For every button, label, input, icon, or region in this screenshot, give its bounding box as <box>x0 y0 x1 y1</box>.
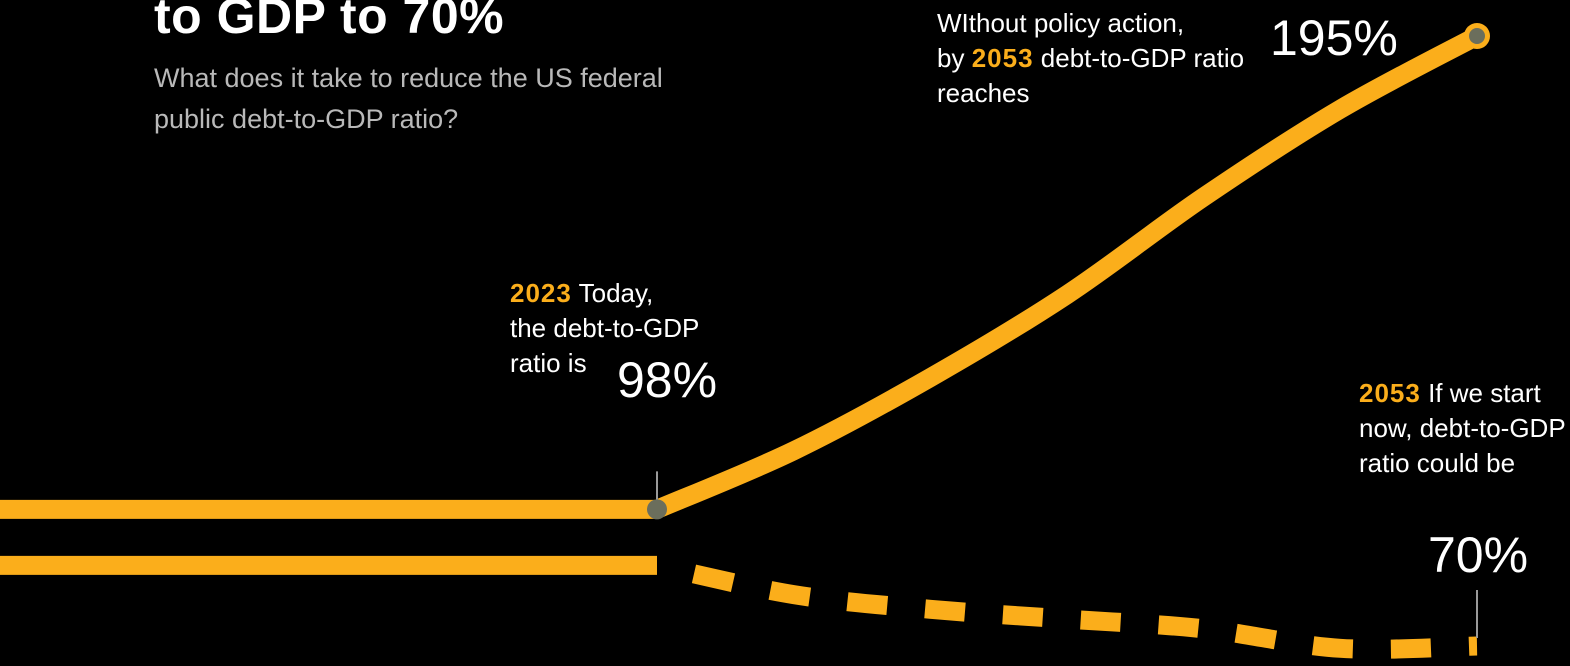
series-line-no-action <box>647 26 1487 519</box>
annotation-today: 2023 Today, the debt-to-GDP ratio is <box>510 276 790 381</box>
annotation-today-value: 98% <box>617 352 718 408</box>
marker-layer <box>647 23 1490 638</box>
annotation-today-text2: the debt-to-GDP <box>510 313 700 343</box>
marker-today <box>647 499 667 520</box>
annotation-no-action-year: 2053 <box>971 43 1034 73</box>
annotation-no-action-suffix: debt-to-GDP ratio reaches <box>937 43 1245 108</box>
history-lines <box>0 499 657 575</box>
series-line-with-action <box>655 556 1478 659</box>
marker-no-action <box>1469 28 1485 44</box>
series-layer <box>647 26 1487 659</box>
annotation-with-action-year: 2053 <box>1359 378 1421 408</box>
annotation-no-action-prefix: WIthout policy action, <box>937 8 1185 38</box>
annotation-with-action-value: 70% <box>1428 527 1529 583</box>
page-subtitle: What does it take to reduce the US feder… <box>154 63 663 134</box>
annotation-no-action-by: by <box>937 43 965 73</box>
page-title: to GDP to 70% <box>154 0 505 44</box>
annotation-no-action: WIthout policy action, by 2053 debt-to-G… <box>937 6 1277 111</box>
annotation-today-text3: ratio is <box>510 348 587 378</box>
annotation-with-action-text: If we start now, debt-to-GDP ratio could… <box>1359 378 1566 478</box>
annotation-with-action: 2053 If we start now, debt-to-GDP ratio … <box>1359 376 1569 481</box>
annotation-no-action-value: 195% <box>1270 10 1398 66</box>
annotation-today-text1: Today, <box>578 278 654 308</box>
annotation-today-year: 2023 <box>510 278 572 308</box>
